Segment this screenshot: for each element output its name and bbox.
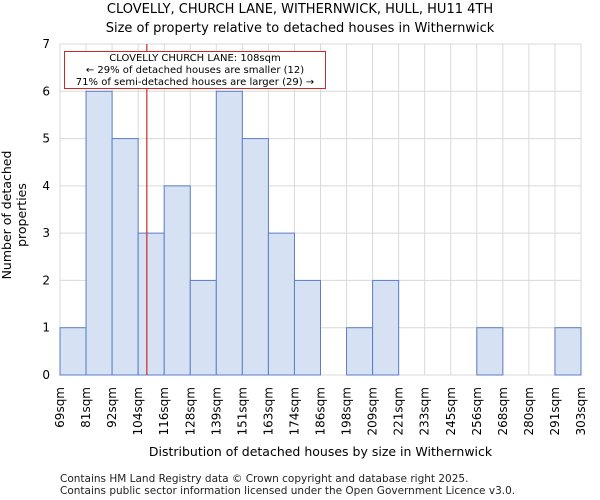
histogram-bar (189, 279, 217, 376)
histogram-bar (111, 138, 139, 376)
histogram-bar (163, 185, 191, 376)
histogram-bar (267, 232, 295, 376)
histogram-bar (241, 138, 269, 376)
footer-line2: Contains public sector information licen… (60, 485, 516, 497)
annotation-line3: 71% of semi-detached houses are larger (… (75, 77, 315, 88)
y-tick-label: 5 (42, 132, 50, 146)
histogram-bar (215, 90, 243, 376)
footer-line1: Contains HM Land Registry data © Crown c… (60, 473, 469, 485)
x-tick-label: 104sqm (131, 387, 145, 435)
x-tick-label: 81sqm (79, 387, 93, 428)
y-axis-label: Number of detached properties (0, 150, 29, 280)
chart-title-line1: CLOVELLY, CHURCH LANE, WITHERNWICK, HULL… (106, 2, 494, 17)
histogram-bar (346, 327, 374, 376)
y-tick-label: 1 (42, 321, 50, 335)
histogram-bar (293, 279, 322, 376)
x-tick-label: 69sqm (53, 387, 67, 428)
annotation-box: CLOVELLY CHURCH LANE: 108sqm ← 29% of de… (64, 51, 326, 89)
x-tick-label: 163sqm (261, 387, 275, 435)
x-tick-label: 280sqm (522, 387, 536, 435)
annotation-line2: ← 29% of detached houses are smaller (12… (85, 65, 305, 76)
x-tick-label: 186sqm (314, 387, 328, 435)
y-tick-label: 6 (42, 84, 50, 98)
histogram-bar (137, 232, 165, 376)
x-tick-label: 128sqm (183, 387, 197, 435)
x-tick-label: 303sqm (574, 387, 588, 435)
histogram-bar (59, 327, 87, 376)
histogram-bar (85, 90, 113, 376)
x-tick-label: 245sqm (444, 387, 458, 435)
y-tick-label: 4 (42, 179, 50, 193)
chart-title-line2: Size of property relative to detached ho… (105, 21, 495, 36)
y-tick-label: 0 (42, 368, 50, 382)
x-tick-label: 151sqm (235, 387, 249, 435)
x-axis-label: Distribution of detached houses by size … (148, 444, 493, 459)
x-tick-label: 291sqm (548, 387, 562, 435)
y-tick-label: 3 (42, 226, 50, 240)
x-tick-label: 268sqm (496, 387, 510, 435)
histogram-bar (554, 327, 582, 376)
histogram-bar (372, 279, 400, 376)
x-tick-label: 198sqm (340, 387, 354, 435)
x-tick-label: 116sqm (157, 387, 171, 435)
x-tick-label: 92sqm (105, 387, 119, 428)
histogram-bar (476, 327, 504, 376)
x-tick-label: 256sqm (470, 387, 484, 435)
y-tick-label: 7 (42, 37, 50, 51)
y-tick-label: 2 (42, 273, 50, 287)
x-tick-label: 221sqm (392, 387, 406, 435)
x-tick-label: 209sqm (366, 387, 380, 435)
x-tick-label: 233sqm (418, 387, 432, 435)
x-tick-label: 174sqm (287, 387, 301, 435)
x-tick-label: 139sqm (209, 387, 223, 435)
annotation-line1: CLOVELLY CHURCH LANE: 108sqm (109, 53, 281, 64)
